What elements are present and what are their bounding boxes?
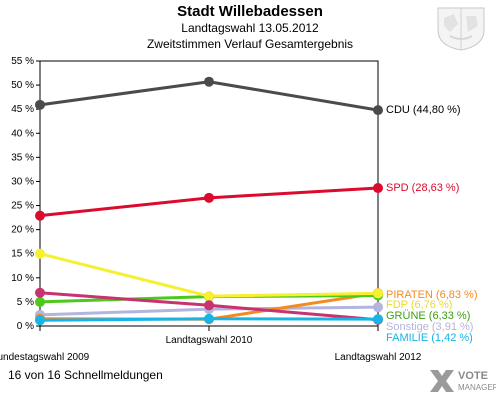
data-point-fdp bbox=[373, 288, 383, 299]
y-tick-label: 5 % bbox=[17, 297, 34, 308]
x-tick-label: Bundestagswahl 2009 bbox=[0, 352, 90, 363]
coat-of-arms-icon bbox=[437, 7, 485, 51]
series-end-label: CDU (44,80 %) bbox=[386, 104, 461, 116]
series-end-label: SPD (28,63 %) bbox=[386, 182, 459, 194]
y-tick-label: 55 % bbox=[11, 56, 34, 67]
x-logo-icon bbox=[430, 370, 454, 392]
series-end-label: GRÜNE (6,33 %) bbox=[386, 310, 470, 322]
series-end-label: FDP (6,76 %) bbox=[386, 299, 452, 311]
data-point-sonstige bbox=[373, 302, 383, 313]
y-tick-label: 30 % bbox=[11, 176, 34, 187]
series-end-label: PIRATEN (6,83 %) bbox=[386, 289, 478, 301]
brand-line1: VOTE bbox=[458, 370, 488, 382]
data-point-cdu bbox=[35, 99, 45, 110]
y-tick-label: 0 % bbox=[17, 321, 34, 332]
status-text: 16 von 16 Schnellmeldungen bbox=[8, 368, 163, 382]
y-tick-label: 50 % bbox=[11, 80, 34, 91]
y-tick-label: 20 % bbox=[11, 225, 34, 236]
chart-subtitle: Landtagswahl 13.05.2012 bbox=[181, 21, 319, 35]
y-tick-label: 15 % bbox=[11, 249, 34, 260]
x-tick-label: Landtagswahl 2010 bbox=[166, 335, 253, 346]
y-tick-label: 25 % bbox=[11, 201, 34, 212]
data-point-die-linke bbox=[35, 287, 45, 298]
chart-title: Stadt Willebadessen bbox=[177, 3, 323, 20]
brand-line2: MANAGER bbox=[458, 383, 496, 392]
series-line-fdp bbox=[39, 252, 379, 298]
y-tick-label: 40 % bbox=[11, 128, 34, 139]
data-point-die-linke bbox=[204, 300, 214, 311]
y-tick-label: 45 % bbox=[11, 104, 34, 115]
data-point-familie bbox=[204, 313, 214, 324]
series-end-label: Sonstige (3,91 %) bbox=[386, 321, 473, 333]
data-point-cdu bbox=[373, 105, 383, 116]
data-point-familie bbox=[373, 314, 383, 325]
data-point-familie bbox=[35, 315, 45, 326]
data-point-fdp bbox=[35, 248, 45, 259]
data-point-cdu bbox=[204, 76, 214, 87]
x-tick-label: Landtagswahl 2012 bbox=[335, 352, 422, 363]
data-point-gr-ne bbox=[35, 296, 45, 307]
data-point-spd bbox=[35, 210, 45, 221]
y-tick-label: 35 % bbox=[11, 152, 34, 163]
brand-logo: VOTE MANAGER bbox=[428, 366, 499, 401]
data-point-fdp bbox=[204, 291, 214, 302]
series-end-label: FAMILIE (1,42 %) bbox=[386, 332, 473, 344]
chart-subtitle-2: Zweitstimmen Verlauf Gesamtergebnis bbox=[146, 37, 354, 51]
y-tick-label: 10 % bbox=[11, 273, 34, 284]
data-point-spd bbox=[204, 192, 214, 203]
data-point-spd bbox=[373, 183, 383, 194]
